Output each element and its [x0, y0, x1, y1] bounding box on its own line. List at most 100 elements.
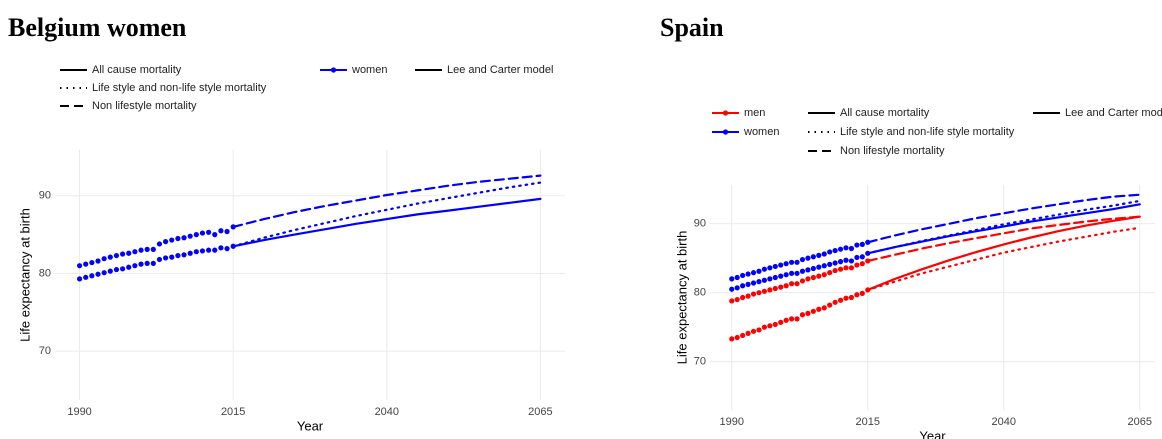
data-point: [827, 261, 833, 267]
data-point: [783, 283, 789, 289]
data-point: [756, 268, 762, 274]
data-point: [848, 245, 855, 252]
data-point: [859, 261, 865, 267]
data-point: [750, 291, 757, 297]
projection-line: [866, 199, 1141, 255]
data-point: [740, 283, 746, 289]
data-point: [150, 246, 156, 252]
data-point: [843, 257, 849, 263]
data-point: [745, 281, 751, 287]
data-point: [837, 259, 844, 265]
data-point: [772, 274, 778, 281]
legend-item: All cause mortality: [60, 64, 182, 76]
data-point: [745, 293, 751, 299]
legend-label: women: [351, 64, 387, 76]
y-axis-title: Life expectancy at birth: [674, 231, 689, 365]
data-point: [816, 252, 822, 258]
data-point: [821, 251, 827, 257]
data-point: [848, 258, 855, 264]
data-point: [854, 242, 860, 248]
data-point: [89, 259, 95, 266]
data-point: [169, 254, 175, 260]
data-point: [805, 255, 811, 261]
data-point: [175, 252, 181, 259]
data-point: [175, 235, 181, 242]
data-point: [101, 256, 107, 262]
legend-item: Life style and non-life style mortality: [808, 126, 1015, 138]
x-tick-label: 2040: [375, 406, 399, 418]
x-tick-label: 2015: [856, 416, 880, 428]
data-point: [848, 294, 855, 301]
y-tick-label: 90: [694, 218, 706, 230]
data-point: [218, 245, 224, 251]
data-point: [799, 312, 806, 318]
data-point: [740, 294, 746, 301]
data-point: [799, 268, 806, 274]
data-point: [138, 247, 144, 253]
data-point: [799, 278, 806, 284]
data-point: [745, 271, 751, 277]
legend-item: Non lifestyle mortality: [808, 145, 945, 157]
data-point: [810, 265, 816, 272]
data-point: [224, 228, 230, 235]
data-point: [778, 319, 784, 325]
data-point: [729, 286, 735, 292]
legend-item: women: [320, 64, 387, 76]
x-tick-label: 1990: [67, 406, 91, 418]
y-axis-title: Life expectancy at birth: [17, 208, 32, 342]
legend-label: Lee and Carter mode: [1065, 107, 1162, 119]
data-point: [756, 279, 762, 285]
legend-label: All cause mortality: [840, 107, 930, 119]
data-point: [113, 266, 120, 273]
x-tick-label: 2065: [528, 406, 552, 418]
data-point: [799, 256, 806, 263]
data-point: [734, 334, 740, 341]
data-point: [854, 254, 860, 261]
legend-item: Life style and non-life style mortality: [60, 82, 267, 94]
data-point: [821, 305, 827, 311]
data-point: [119, 266, 126, 272]
x-tick-label: 2040: [992, 416, 1016, 428]
data-point: [859, 290, 865, 296]
data-point: [95, 271, 101, 277]
data-point: [816, 306, 822, 312]
legend-key-point: [330, 67, 337, 73]
data-point: [734, 285, 740, 291]
data-point: [761, 288, 768, 294]
data-point: [126, 264, 132, 270]
legend-label: Life style and non-life style mortality: [92, 82, 267, 94]
data-point: [789, 281, 795, 287]
data-point: [83, 274, 89, 280]
legend-key-point: [722, 129, 729, 135]
data-point: [859, 254, 865, 260]
data-point: [729, 276, 735, 282]
data-point: [750, 280, 757, 286]
data-point: [150, 260, 156, 266]
data-point: [783, 272, 789, 278]
legend-label: Non lifestyle mortality: [92, 100, 197, 112]
data-point: [783, 317, 789, 323]
data-point: [783, 261, 789, 267]
projection-line: [866, 193, 1141, 244]
data-point: [729, 298, 735, 304]
data-point: [212, 232, 218, 238]
data-point: [138, 261, 144, 267]
data-point: [101, 270, 107, 276]
legend-item: men: [712, 107, 765, 119]
data-point: [827, 270, 833, 276]
data-point: [187, 250, 193, 256]
data-point: [789, 270, 795, 276]
legend-item: Lee and Carter model: [415, 64, 553, 76]
x-axis-title: Year: [297, 418, 324, 433]
data-point: [805, 267, 811, 273]
data-point: [163, 255, 169, 261]
data-point: [206, 247, 212, 253]
data-point: [169, 237, 175, 243]
chart-title: Spain: [660, 13, 724, 42]
y-tick-label: 80: [39, 267, 51, 279]
legend-item: All cause mortality: [808, 107, 930, 119]
data-point: [767, 276, 773, 282]
data-point: [750, 328, 757, 334]
data-point: [832, 267, 838, 274]
